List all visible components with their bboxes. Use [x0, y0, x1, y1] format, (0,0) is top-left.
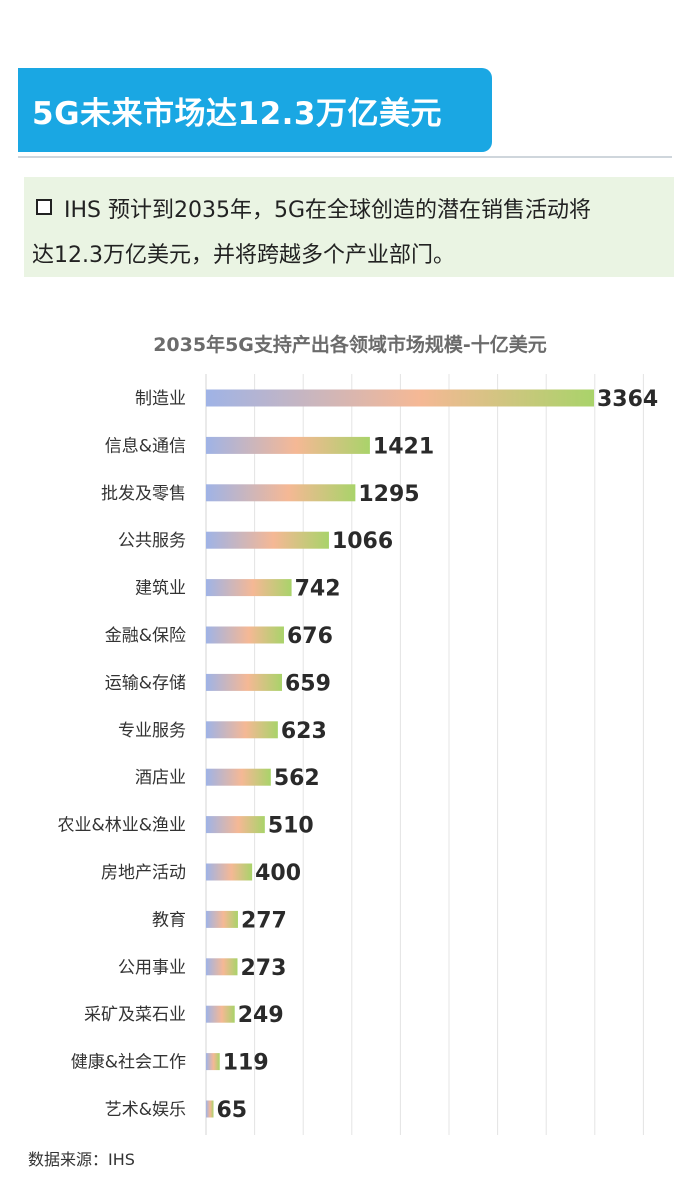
- category-label: 艺术&娱乐: [105, 1100, 186, 1120]
- bar: [206, 389, 594, 407]
- category-label: 健康&社会工作: [71, 1053, 186, 1073]
- data-label: 119: [223, 1051, 269, 1076]
- bar: [206, 531, 329, 549]
- bar: [206, 721, 278, 739]
- bar: [206, 1053, 220, 1071]
- bar: [206, 1100, 214, 1118]
- data-label: 562: [274, 766, 320, 791]
- bar: [206, 1005, 235, 1023]
- category-label: 房地产活动: [101, 863, 186, 883]
- data-label: 659: [285, 671, 331, 696]
- bar: [206, 768, 271, 786]
- square-bullet-icon: [36, 199, 52, 215]
- title-divider: [18, 156, 672, 158]
- category-label: 采矿及菜石业: [84, 1005, 186, 1025]
- category-label: 批发及零售: [101, 484, 186, 504]
- data-label: 400: [255, 861, 301, 886]
- bars: 制造业 3364 信息&通信 1421 批发及零售 1295 公共服务 1066 建筑业 742 金…: [57, 387, 658, 1123]
- category-label: 制造业: [135, 389, 186, 409]
- bar: [206, 910, 238, 928]
- data-label: 676: [287, 624, 333, 649]
- category-label: 建筑业: [135, 579, 186, 599]
- bar: [206, 484, 356, 502]
- bar: [206, 958, 238, 976]
- bar: [206, 673, 283, 691]
- bar: [206, 436, 370, 454]
- category-label: 酒店业: [135, 768, 186, 788]
- note-line-2: 达12.3万亿美元，并将跨越多个产业部门。: [32, 243, 455, 268]
- bar: [206, 626, 284, 644]
- bar-chart: 制造业 3364 信息&通信 1421 批发及零售 1295 公共服务 1066 建筑业 742 金…: [57, 374, 658, 1135]
- data-label: 249: [238, 1003, 284, 1028]
- category-label: 公共服务: [118, 531, 186, 551]
- data-label: 65: [216, 1098, 247, 1123]
- data-label: 3364: [597, 387, 658, 412]
- data-label: 277: [241, 908, 287, 933]
- note-box: IHS 预计到2035年，5G在全球创造的潜在销售活动将 达12.3万亿美元，并…: [24, 177, 674, 277]
- bar: [206, 816, 265, 834]
- category-label: 专业服务: [118, 721, 186, 741]
- data-source: 数据来源：IHS: [28, 1150, 135, 1169]
- data-label: 623: [281, 719, 327, 744]
- category-label: 农业&林业&渔业: [57, 816, 186, 836]
- category-label: 信息&通信: [105, 436, 186, 456]
- category-label: 运输&存储: [105, 673, 186, 693]
- bar: [206, 863, 253, 881]
- category-label: 教育: [152, 910, 186, 930]
- note-line-1: IHS 预计到2035年，5G在全球创造的潜在销售活动将: [64, 198, 592, 223]
- data-label: 1066: [332, 529, 393, 554]
- category-label: 金融&保险: [105, 626, 186, 646]
- data-label: 510: [268, 814, 314, 839]
- bar: [206, 579, 292, 597]
- category-label: 公用事业: [118, 958, 186, 978]
- data-label: 742: [295, 577, 341, 602]
- data-label: 273: [240, 956, 286, 981]
- chart-title: 2035年5G支持产出各领域市场规模-十亿美元: [153, 334, 547, 356]
- page-title: 5G未来市场达12.3万亿美元: [32, 95, 442, 132]
- data-label: 1295: [358, 482, 419, 507]
- data-label: 1421: [373, 434, 434, 459]
- title-banner: 5G未来市场达12.3万亿美元: [18, 68, 492, 152]
